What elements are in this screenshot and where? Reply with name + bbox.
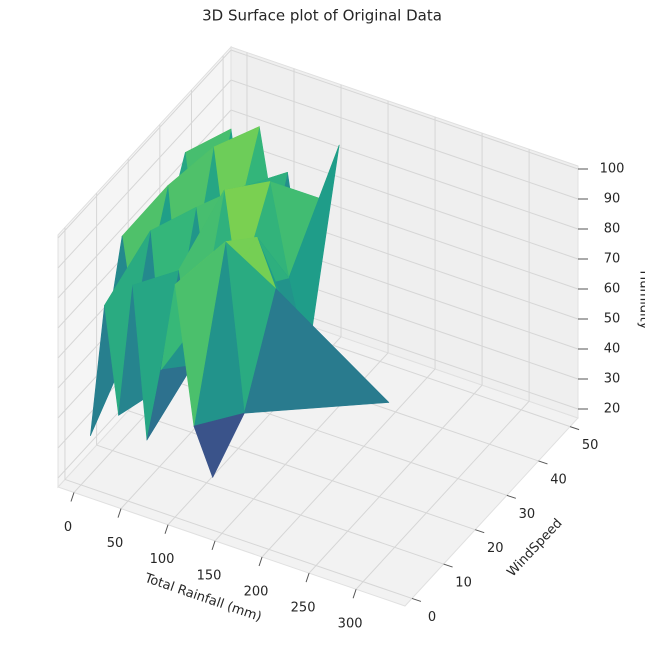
grid-line	[57, 109, 232, 299]
tick-mark	[569, 426, 580, 431]
y-axis-label: WindSpeed	[504, 516, 565, 580]
z-tick-label: 100	[600, 162, 625, 177]
grid-line	[261, 368, 436, 558]
tick-mark	[506, 494, 516, 499]
grid-line	[230, 49, 579, 170]
z-tick-label: 30	[604, 372, 621, 387]
tick-mark	[538, 460, 548, 465]
grid-line	[230, 79, 579, 200]
z-tick-label: 70	[604, 252, 621, 267]
surface-facet	[244, 288, 390, 414]
z-axis-label: Humidity	[637, 271, 645, 330]
x-tick-label: 300	[338, 617, 363, 632]
grid-line	[230, 139, 579, 260]
grid-line	[96, 444, 444, 565]
z-tick-label: 80	[604, 222, 621, 237]
surface-facet	[132, 270, 179, 441]
tick-mark	[411, 597, 422, 602]
grid-line	[230, 109, 579, 230]
y-tick-label: 10	[455, 576, 472, 591]
surface-facet	[146, 365, 193, 441]
tick-mark	[70, 492, 75, 502]
tick-mark	[352, 589, 357, 599]
surface-facet	[174, 241, 226, 427]
surface-facet	[193, 412, 245, 478]
y-tick-label: 0	[428, 610, 436, 625]
y-tick-label: 50	[582, 438, 599, 453]
grid-line	[57, 49, 232, 239]
z-tick-label: 50	[604, 312, 621, 327]
tick-mark	[211, 540, 216, 551]
chart-title: 3D Surface plot of Original Data	[202, 7, 442, 25]
x-tick-label: 200	[244, 584, 269, 599]
tick-mark	[258, 556, 263, 567]
x-tick-label: 100	[150, 552, 175, 567]
x-tick-label: 50	[107, 536, 124, 551]
tick-mark	[443, 563, 453, 568]
z-tick-label: 90	[604, 192, 621, 207]
grid-line	[308, 384, 483, 574]
z-tick-label: 20	[604, 402, 621, 417]
x-tick-label: 150	[197, 568, 222, 583]
z-tick-label: 60	[604, 282, 621, 297]
y-tick-label: 20	[487, 541, 504, 556]
tick-mark	[475, 529, 485, 534]
tick-mark	[305, 572, 310, 583]
tick-mark	[164, 524, 169, 534]
x-tick-label: 0	[64, 520, 72, 535]
grid-line	[355, 400, 530, 590]
y-tick-label: 30	[519, 507, 536, 522]
x-tick-label: 250	[291, 601, 316, 616]
grid-line	[64, 478, 413, 599]
grid-line	[57, 79, 232, 269]
z-tick-label: 40	[604, 342, 621, 357]
tick-mark	[117, 508, 122, 518]
y-tick-label: 40	[550, 472, 567, 487]
grid-line	[128, 410, 476, 531]
